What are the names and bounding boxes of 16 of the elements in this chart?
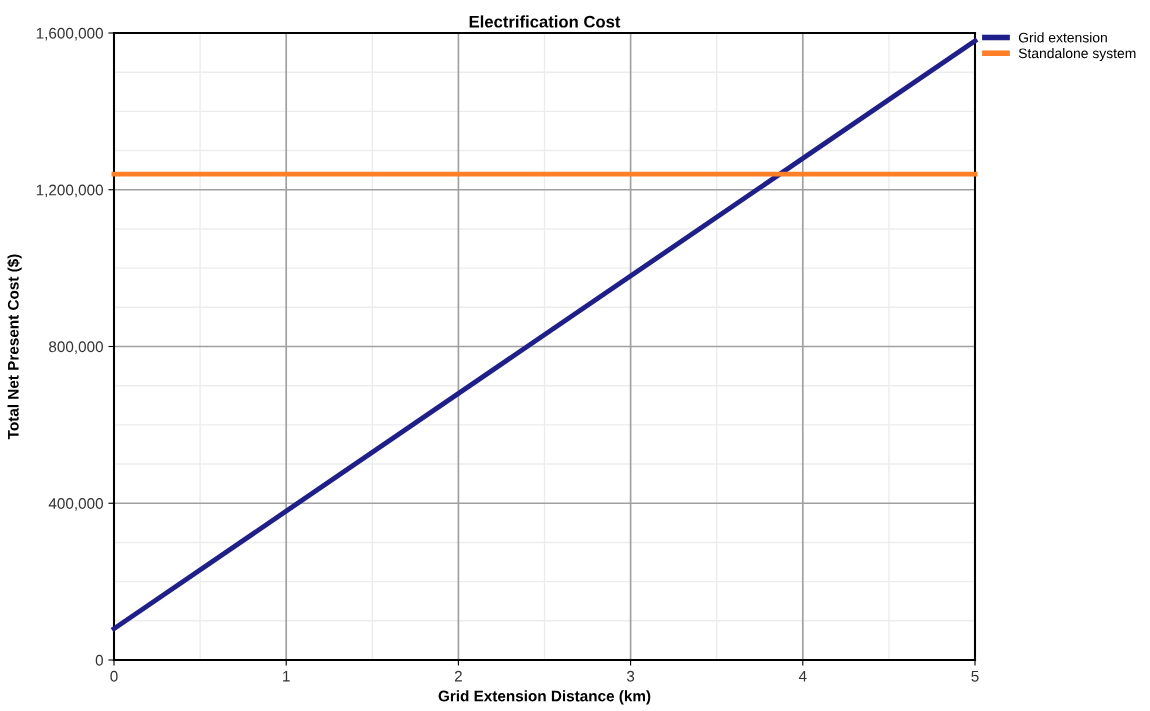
legend-label: Grid extension: [1018, 32, 1107, 43]
legend-label: Standalone system: [1018, 48, 1136, 61]
y-tick-label: 1,200,000: [36, 184, 103, 198]
y-tick-label: 1,600,000: [36, 27, 103, 41]
x-axis-title: Grid Extension Distance (km): [438, 690, 651, 705]
x-tick-label: 0: [110, 670, 118, 682]
y-tick-label: 800,000: [49, 341, 103, 354]
x-tick-label: 1: [283, 670, 290, 682]
y-tick-label: 0: [95, 654, 103, 666]
y-tick-label: 400,000: [48, 498, 103, 511]
chart-title: Electrification Cost: [469, 15, 621, 28]
x-tick-label: 4: [798, 670, 807, 682]
y-axis-title: Total Net Present Cost ($): [7, 254, 22, 440]
x-tick-label: 3: [626, 670, 635, 682]
x-tick-label: 2: [454, 670, 462, 682]
x-tick-label: 5: [971, 670, 979, 682]
